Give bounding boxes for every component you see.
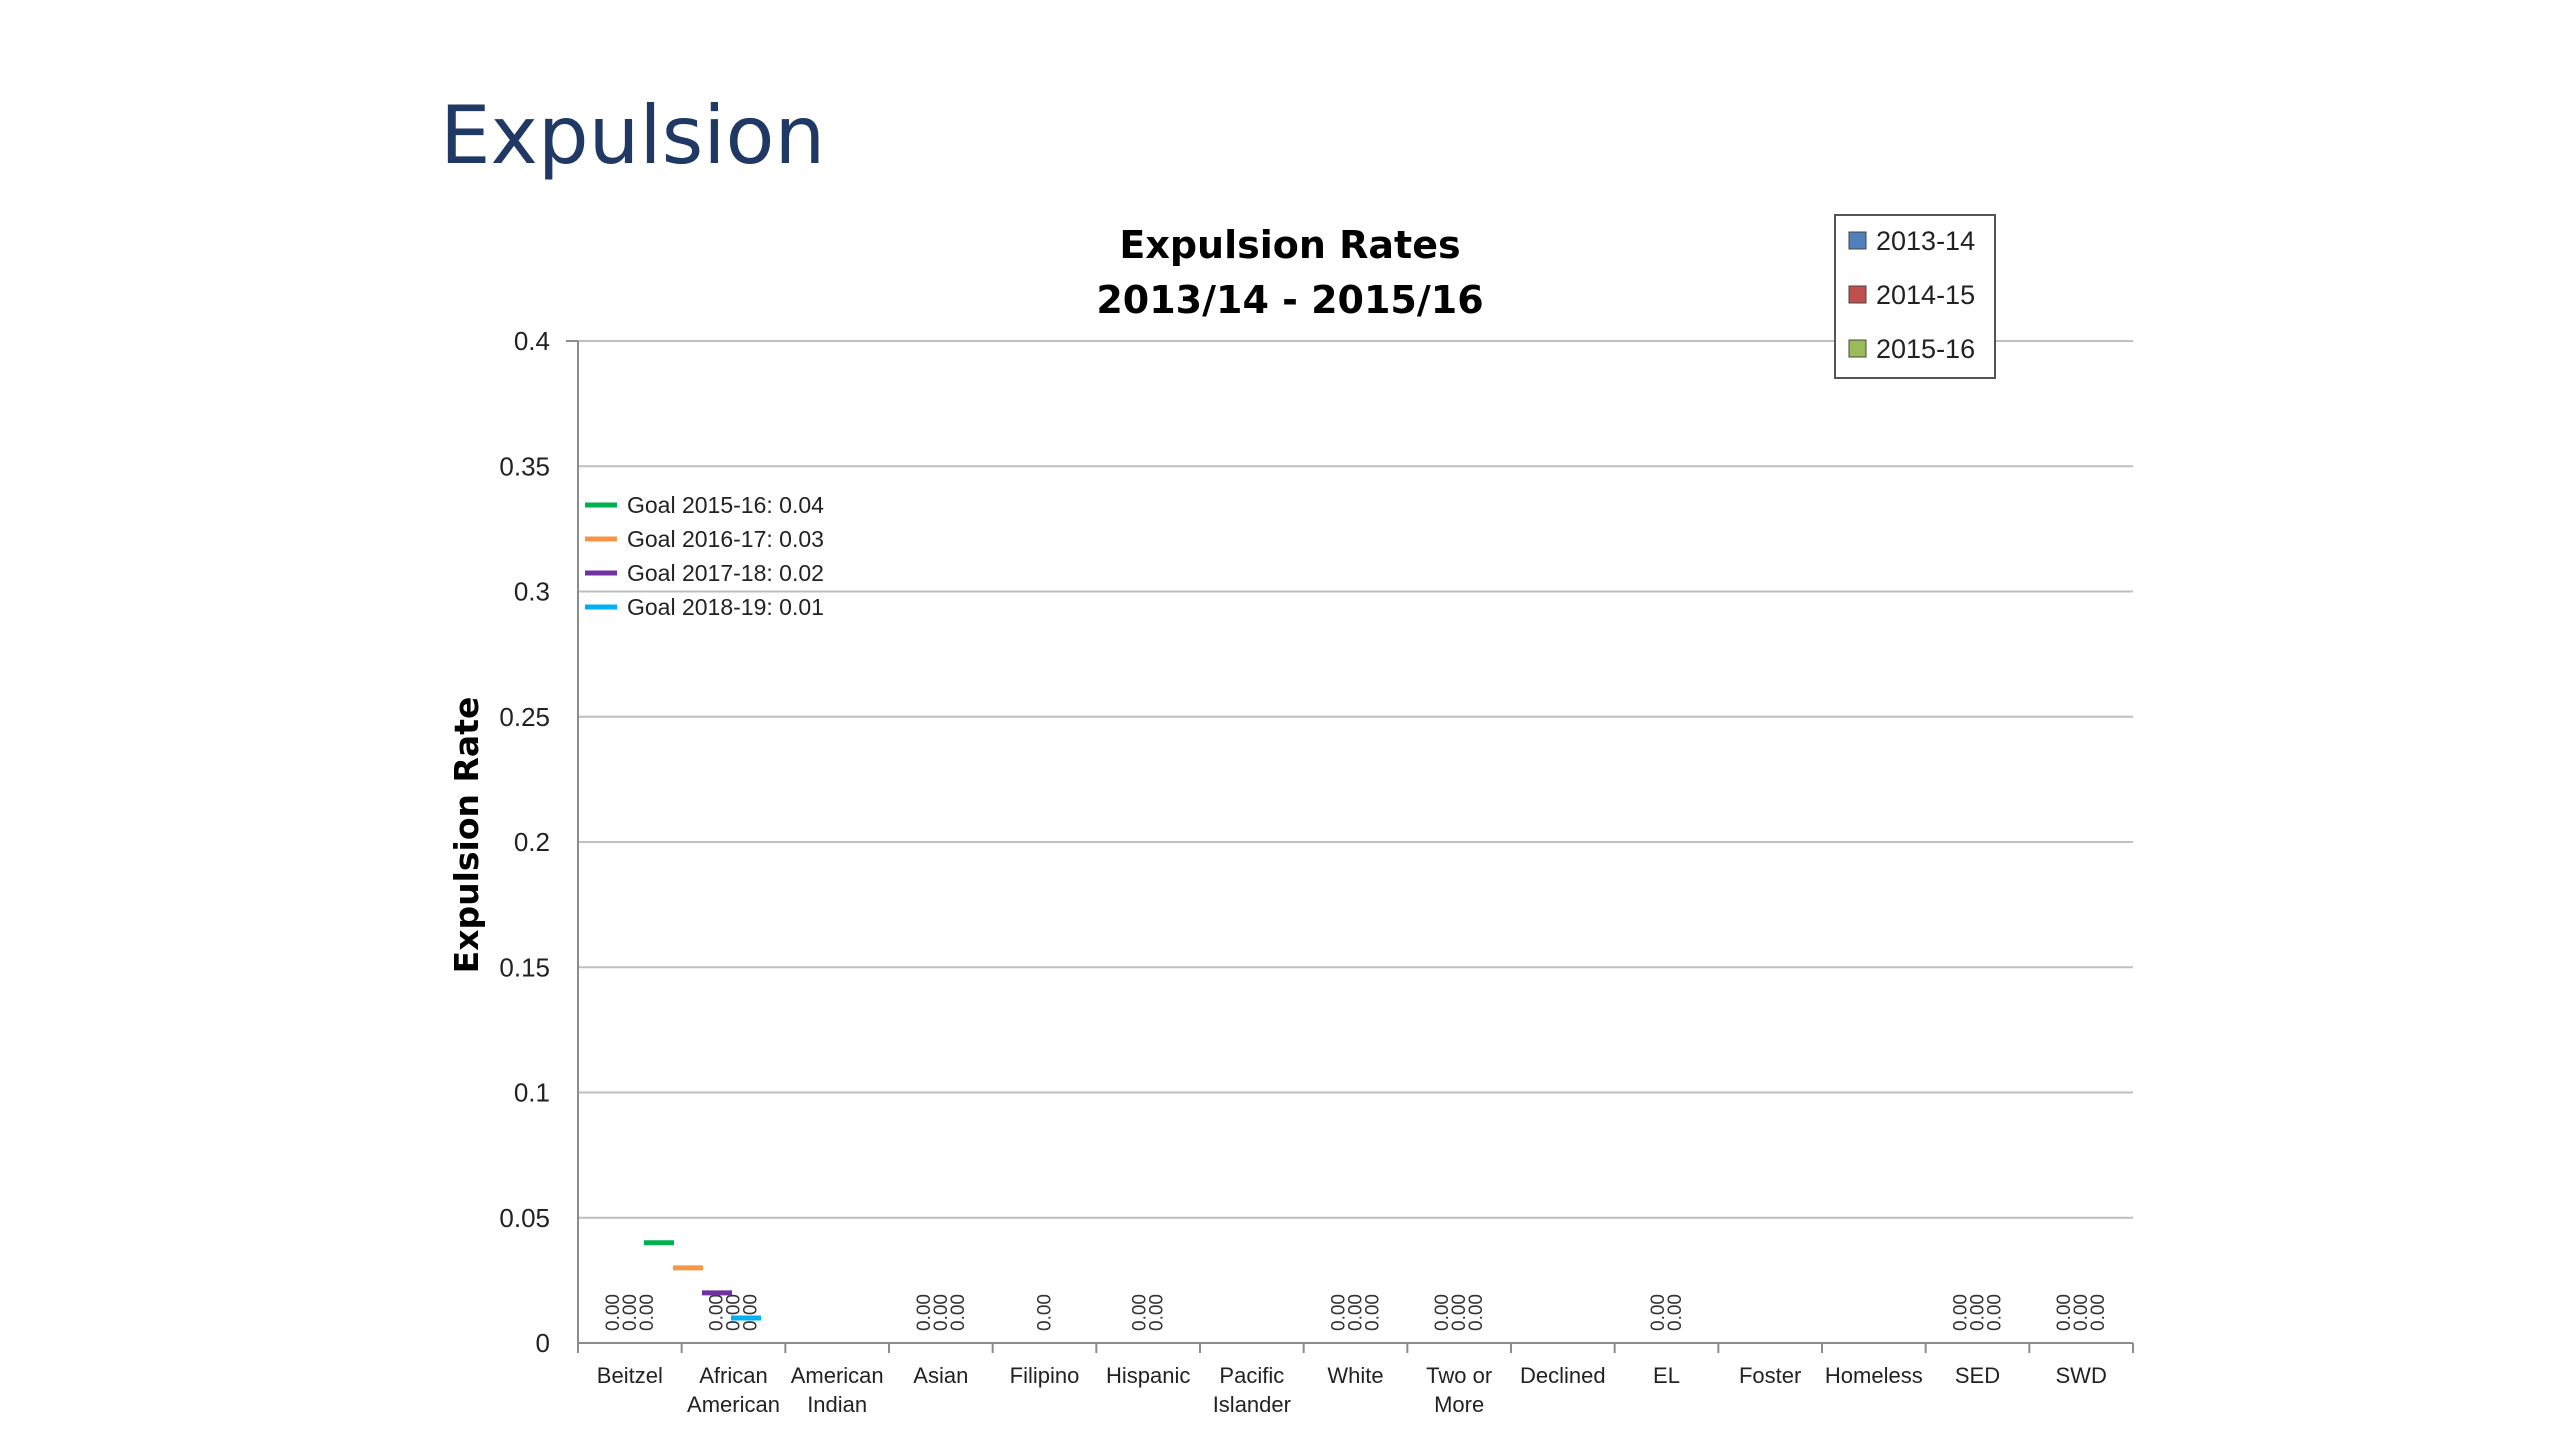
data-label: 0.00 [2088, 1294, 2109, 1331]
legend: 2013-14 2014-15 2015-16 [1834, 214, 1996, 379]
legend-swatch-2015-16 [1848, 339, 1867, 358]
y-tick-label: 0.15 [499, 952, 550, 982]
data-label: 0.00 [948, 1294, 969, 1331]
data-label: 0.00 [1432, 1294, 1453, 1331]
data-label: 0.00 [931, 1294, 952, 1331]
category-label: White [1327, 1363, 1383, 1388]
y-tick-label: 0.25 [499, 702, 550, 732]
category-label: Asian [913, 1363, 968, 1388]
y-tick-label: 0 [536, 1328, 550, 1358]
category-label: SED [1955, 1363, 2000, 1388]
chart-title-line-1: Expulsion Rates [1119, 223, 1460, 267]
chart-title-line-2: 2013/14 - 2015/16 [1096, 278, 1483, 322]
category-label: SWD [2056, 1363, 2107, 1388]
y-tick-labels: 0 0.05 0.1 0.15 0.2 0.25 0.3 0.35 0.4 [499, 326, 550, 1358]
data-label: 0.00 [620, 1294, 641, 1331]
goal-legend-label: Goal 2018-19: 0.01 [627, 594, 824, 620]
data-label: 0.00 [1449, 1294, 1470, 1331]
y-tick-label: 0.1 [514, 1078, 550, 1108]
data-label: 0.00 [2071, 1294, 2092, 1331]
data-label: 0.00 [1968, 1294, 1989, 1331]
data-label: 0.00 [1130, 1294, 1151, 1331]
category-label: Islander [1213, 1392, 1291, 1417]
data-label: 0.00 [1329, 1294, 1350, 1331]
legend-label: 2013-14 [1876, 226, 1975, 256]
data-label: 0.00 [1035, 1294, 1056, 1331]
y-tick-label: 0.05 [499, 1203, 550, 1233]
category-label: African [699, 1363, 767, 1388]
category-label: Two or [1426, 1363, 1492, 1388]
y-tick-label: 0.35 [499, 451, 550, 481]
legend-label: 2015-16 [1876, 334, 1975, 364]
category-label: Beitzel [597, 1363, 663, 1388]
category-label: American [687, 1392, 780, 1417]
category-label: More [1434, 1392, 1484, 1417]
data-label: 0.00 [2054, 1294, 2075, 1331]
category-label: Filipino [1010, 1363, 1080, 1388]
data-label: 0.00 [724, 1294, 745, 1331]
y-axis-label: Expulsion Rate [447, 697, 486, 974]
data-label: 0.00 [914, 1294, 935, 1331]
category-label: Pacific [1219, 1363, 1284, 1388]
axes [566, 340, 2134, 1353]
category-label: Homeless [1825, 1363, 1923, 1388]
category-label: American [791, 1363, 884, 1388]
data-label: 0.00 [1363, 1294, 1384, 1331]
y-tick-label: 0.4 [514, 326, 550, 356]
legend-label: 2014-15 [1876, 280, 1975, 310]
goal-legend-label: Goal 2017-18: 0.02 [627, 560, 824, 586]
legend-swatch-2014-15 [1848, 285, 1867, 304]
goal-markers [644, 1240, 761, 1321]
category-label: Indian [807, 1392, 867, 1417]
goal-legend-label: Goal 2015-16: 0.04 [627, 492, 824, 518]
data-label: 0.00 [1466, 1294, 1487, 1331]
category-label: EL [1653, 1363, 1680, 1388]
data-label: 0.00 [1951, 1294, 1972, 1331]
slide-title: Expulsion [440, 89, 826, 182]
category-label: Hispanic [1106, 1363, 1190, 1388]
data-label: 0.00 [1147, 1294, 1168, 1331]
data-label: 0.00 [1665, 1294, 1686, 1331]
y-tick-label: 0.2 [514, 827, 550, 857]
data-label: 0.00 [1985, 1294, 2006, 1331]
data-labels: 0.000.000.00 0.000.000.00 0.000.000.00 0.00… [603, 1294, 2109, 1331]
data-label: 0.00 [1648, 1294, 1669, 1331]
legend-swatch-2013-14 [1848, 231, 1867, 250]
category-label: Foster [1739, 1363, 1801, 1388]
y-tick-label: 0.3 [514, 577, 550, 607]
gridlines [578, 340, 2133, 1219]
data-label: 0.00 [637, 1294, 658, 1331]
category-label: Declined [1520, 1363, 1606, 1388]
data-label: 0.00 [603, 1294, 624, 1331]
goal-legend-label: Goal 2016-17: 0.03 [627, 526, 824, 552]
data-label: 0.00 [741, 1294, 762, 1331]
category-labels: Beitzel African American American Indian Asia… [597, 1363, 2107, 1417]
goal-legend: Goal 2015-16: 0.04 Goal 2016-17: 0.03 Goal… [585, 492, 824, 620]
data-label: 0.00 [1346, 1294, 1367, 1331]
data-label: 0.00 [707, 1294, 728, 1331]
